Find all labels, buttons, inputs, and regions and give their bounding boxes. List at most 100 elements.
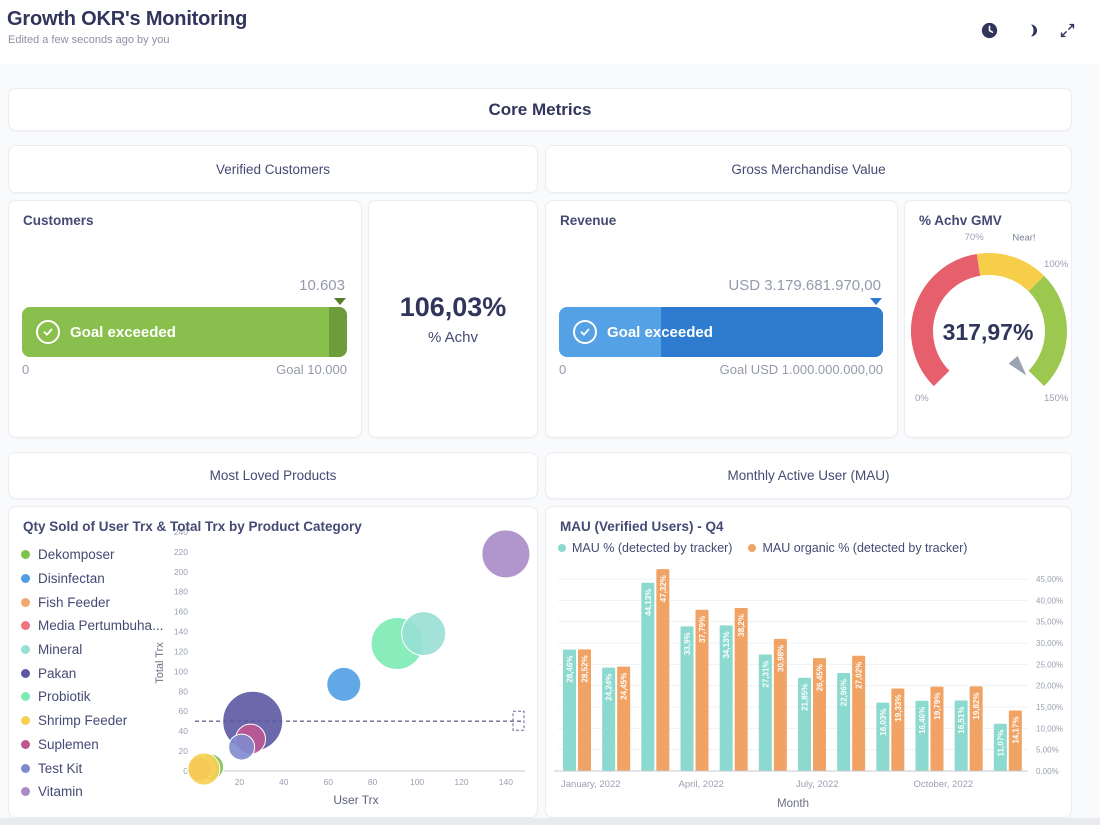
bar[interactable]: [602, 667, 616, 771]
y-tick-label: 40,00%: [1036, 596, 1063, 605]
bar[interactable]: [930, 686, 944, 771]
bar-value-label: 28,52%: [581, 655, 590, 682]
bar-value-label: 24,45%: [620, 673, 629, 700]
bar[interactable]: [680, 626, 694, 771]
y-tick-label: 80: [179, 686, 189, 696]
bar[interactable]: [695, 609, 709, 771]
gauge-tick-label: 70%: [965, 232, 985, 243]
bar-value-label: 14,17%: [1011, 717, 1020, 744]
bar[interactable]: [656, 569, 670, 771]
y-tick-label: 25,00%: [1036, 660, 1063, 669]
gauge-tick-label: 100%: [1044, 259, 1069, 270]
bar[interactable]: [915, 700, 929, 771]
legend-dot-icon: [21, 621, 30, 631]
legend-label: Pakan: [38, 665, 77, 681]
y-tick-label: 120: [174, 646, 188, 656]
bar[interactable]: [1008, 710, 1022, 771]
page-bottom-edge: [0, 818, 1100, 825]
section-core-metrics: Core Metrics: [8, 88, 1072, 131]
bar[interactable]: [758, 654, 772, 771]
bar[interactable]: [719, 625, 733, 771]
bar[interactable]: [813, 658, 826, 771]
progress-status-label: Goal exceeded: [70, 323, 176, 341]
moon-icon[interactable]: [1020, 22, 1037, 39]
bar-value-label: 19,79%: [933, 693, 942, 720]
bar[interactable]: [993, 723, 1007, 771]
legend-label: Vitamin: [38, 784, 83, 800]
legend-item[interactable]: Fish Feeder: [21, 590, 163, 614]
legend-item[interactable]: Suplemen: [21, 733, 163, 757]
fullscreen-icon[interactable]: [1059, 22, 1076, 39]
legend-item[interactable]: Test Kit: [21, 756, 163, 780]
bar[interactable]: [563, 649, 576, 771]
y-tick-label: 140: [174, 627, 188, 637]
gmv-gauge-card[interactable]: % Achv GMV 0% 70% 100% 150% Near! 317,97%: [904, 200, 1072, 438]
section-verified-customers: Verified Customers: [8, 145, 538, 193]
bubble[interactable]: [228, 733, 256, 761]
customers-progress-card[interactable]: Customers 10.603 Goal exceeded 0 Goal 10…: [8, 200, 362, 438]
card-title: Revenue: [560, 213, 617, 228]
bubble[interactable]: [326, 666, 362, 702]
legend-dot-icon: [21, 716, 30, 726]
achv-scalar-card[interactable]: 106,03% % Achv: [368, 200, 538, 438]
y-tick-label: 60: [179, 706, 189, 716]
page-title: Growth OKR's Monitoring: [7, 8, 248, 30]
bar[interactable]: [578, 649, 591, 771]
y-tick-label: 100: [174, 666, 188, 676]
legend-item[interactable]: MAU % (detected by tracker): [558, 541, 732, 555]
bar[interactable]: [837, 673, 851, 771]
legend-label: Mineral: [38, 642, 83, 658]
bar-value-label: 30,98%: [776, 645, 785, 672]
section-monthly-active-user: Monthly Active User (MAU): [545, 452, 1072, 499]
bar[interactable]: [734, 608, 748, 771]
bar[interactable]: [876, 702, 890, 771]
legend-label: Shrimp Feeder: [38, 713, 128, 729]
y-tick-label: 20,00%: [1036, 682, 1063, 691]
bubble[interactable]: [187, 752, 221, 786]
x-axis-label: Month: [777, 798, 809, 810]
x-tick-label: January, 2022: [561, 779, 621, 790]
bar[interactable]: [969, 686, 983, 771]
gauge-segment: [976, 253, 1045, 292]
bar-value-label: 47,32%: [659, 575, 668, 602]
legend-dot-icon: [21, 645, 30, 655]
legend-item[interactable]: Disinfectan: [21, 567, 163, 591]
legend-item[interactable]: Pakan: [21, 661, 163, 685]
gauge-value: 317,97%: [942, 319, 1034, 345]
bar[interactable]: [798, 677, 811, 771]
legend-item[interactable]: MAU organic % (detected by tracker): [748, 541, 967, 555]
y-tick-label: 20: [179, 746, 189, 756]
bubble[interactable]: [401, 611, 447, 657]
legend-item[interactable]: Dekomposer: [21, 543, 163, 567]
bar[interactable]: [891, 688, 905, 771]
y-tick-label: 200: [174, 567, 188, 577]
page-subtitle: Edited a few seconds ago by you: [8, 34, 170, 46]
bar[interactable]: [617, 666, 631, 771]
legend-dot-icon: [21, 668, 30, 678]
progress-range: 0 Goal USD 1.000.000.000,00: [559, 362, 883, 377]
mau-bar-chart-card[interactable]: MAU (Verified Users) - Q4 MAU % (detecte…: [545, 506, 1072, 818]
bar[interactable]: [641, 582, 655, 771]
bubble[interactable]: [481, 529, 531, 579]
bar[interactable]: [773, 638, 787, 771]
legend-item[interactable]: Media Pertumbuha...: [21, 614, 163, 638]
clock-icon[interactable]: [981, 22, 998, 39]
section-title: Monthly Active User (MAU): [727, 468, 890, 483]
legend-item[interactable]: Mineral: [21, 638, 163, 662]
bar[interactable]: [954, 700, 968, 771]
bar-value-label: 37,79%: [698, 616, 707, 643]
bubble-chart-card[interactable]: Qty Sold of User Trx & Total Trx by Prod…: [8, 506, 538, 818]
bar-value-label: 38,2%: [737, 614, 746, 637]
legend-item[interactable]: Probiotik: [21, 685, 163, 709]
y-tick-label: 30,00%: [1036, 639, 1063, 648]
progress-value: 10.603: [299, 277, 345, 294]
revenue-progress-card[interactable]: Revenue USD 3.179.681.970,00 Goal exceed…: [545, 200, 898, 438]
legend-item[interactable]: Vitamin: [21, 780, 163, 804]
legend-item[interactable]: Shrimp Feeder: [21, 709, 163, 733]
legend-label: Test Kit: [38, 760, 83, 776]
y-tick-label: 15,00%: [1036, 703, 1063, 712]
bar-value-label: 21,85%: [801, 684, 810, 711]
goal-handle[interactable]: [512, 710, 525, 731]
bar-value-label: 19,33%: [894, 695, 903, 722]
bar[interactable]: [852, 655, 866, 771]
